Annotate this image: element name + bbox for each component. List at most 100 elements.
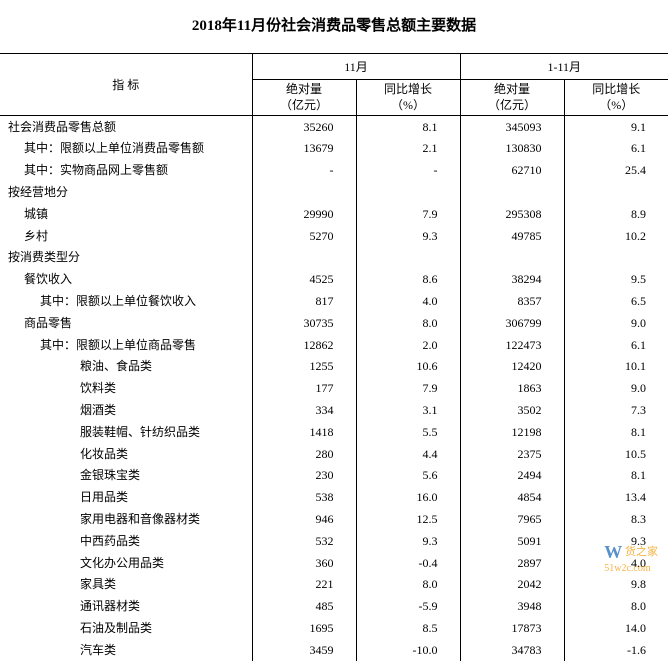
table-body: 社会消费品零售总额352608.13450939.1其中：限额以上单位消费品零售… <box>0 116 668 661</box>
table-row: 餐饮收入45258.6382949.5 <box>0 269 668 291</box>
table-row: 其中：实物商品网上零售额--6271025.4 <box>0 160 668 182</box>
cell-abs-nov: 29990 <box>252 203 356 225</box>
cell-abs-ytd: 130830 <box>460 138 564 160</box>
cell-yoy-nov: 8.5 <box>356 618 460 640</box>
cell-abs-ytd: 38294 <box>460 269 564 291</box>
cell-yoy-ytd: 10.1 <box>564 356 668 378</box>
table-row: 城镇299907.92953088.9 <box>0 203 668 225</box>
cell-abs-nov: 280 <box>252 443 356 465</box>
header-indicator: 指 标 <box>0 54 252 116</box>
cell-yoy-nov <box>356 182 460 204</box>
cell-abs-nov: 1418 <box>252 421 356 443</box>
cell-abs-ytd <box>460 247 564 269</box>
cell-abs-nov: 221 <box>252 574 356 596</box>
table-row: 文化办公用品类360-0.428974.0 <box>0 552 668 574</box>
table-row: 中西药品类5329.350919.3 <box>0 530 668 552</box>
cell-yoy-ytd: -1.6 <box>564 639 668 661</box>
cell-yoy-nov: 4.0 <box>356 291 460 313</box>
cell-yoy-ytd: 6.1 <box>564 138 668 160</box>
cell-abs-ytd: 8357 <box>460 291 564 313</box>
table-row: 汽车类3459-10.034783-1.6 <box>0 639 668 661</box>
row-label: 乡村 <box>0 225 252 247</box>
row-label: 中西药品类 <box>0 530 252 552</box>
cell-abs-nov: 817 <box>252 291 356 313</box>
cell-yoy-ytd: 8.1 <box>564 421 668 443</box>
table-row: 按消费类型分 <box>0 247 668 269</box>
cell-abs-nov: 334 <box>252 400 356 422</box>
row-label: 日用品类 <box>0 487 252 509</box>
table-row: 家具类2218.020429.8 <box>0 574 668 596</box>
cell-yoy-ytd: 9.8 <box>564 574 668 596</box>
cell-yoy-nov: 8.1 <box>356 116 460 138</box>
cell-yoy-ytd: 9.3 <box>564 530 668 552</box>
data-table: 指 标 11月 1-11月 绝对量 （亿元） 同比增长 （%） 绝对量 （亿元）… <box>0 53 668 661</box>
cell-yoy-ytd: 10.5 <box>564 443 668 465</box>
cell-abs-nov: 4525 <box>252 269 356 291</box>
cell-abs-ytd: 2042 <box>460 574 564 596</box>
header-abs-2: 绝对量 （亿元） <box>460 80 564 116</box>
row-label: 其中：限额以上单位餐饮收入 <box>0 291 252 313</box>
cell-abs-nov: 360 <box>252 552 356 574</box>
cell-yoy-nov: 8.0 <box>356 574 460 596</box>
row-label: 化妆品类 <box>0 443 252 465</box>
cell-yoy-nov: 16.0 <box>356 487 460 509</box>
cell-yoy-nov: 3.1 <box>356 400 460 422</box>
row-label: 饮料类 <box>0 378 252 400</box>
cell-yoy-ytd: 9.1 <box>564 116 668 138</box>
table-header: 指 标 11月 1-11月 绝对量 （亿元） 同比增长 （%） 绝对量 （亿元）… <box>0 54 668 116</box>
table-row: 其中：限额以上单位餐饮收入8174.083576.5 <box>0 291 668 313</box>
row-label: 家用电器和音像器材类 <box>0 509 252 531</box>
row-label: 其中：限额以上单位消费品零售额 <box>0 138 252 160</box>
cell-yoy-nov: 2.0 <box>356 334 460 356</box>
cell-yoy-nov: 5.5 <box>356 421 460 443</box>
cell-abs-ytd: 2897 <box>460 552 564 574</box>
cell-yoy-ytd: 7.3 <box>564 400 668 422</box>
cell-abs-ytd: 2494 <box>460 465 564 487</box>
cell-yoy-nov: -10.0 <box>356 639 460 661</box>
table-row: 通讯器材类485-5.939488.0 <box>0 596 668 618</box>
row-label: 其中：限额以上单位商品零售 <box>0 334 252 356</box>
cell-abs-ytd: 306799 <box>460 312 564 334</box>
cell-yoy-ytd: 9.0 <box>564 378 668 400</box>
cell-abs-ytd: 3502 <box>460 400 564 422</box>
cell-abs-ytd: 1863 <box>460 378 564 400</box>
cell-yoy-nov: 9.3 <box>356 530 460 552</box>
cell-yoy-ytd: 9.0 <box>564 312 668 334</box>
cell-yoy-ytd: 25.4 <box>564 160 668 182</box>
cell-abs-nov: 30735 <box>252 312 356 334</box>
cell-abs-ytd: 12420 <box>460 356 564 378</box>
cell-abs-ytd <box>460 182 564 204</box>
cell-abs-nov: 12862 <box>252 334 356 356</box>
cell-yoy-ytd: 14.0 <box>564 618 668 640</box>
cell-abs-nov: 946 <box>252 509 356 531</box>
cell-yoy-ytd: 8.0 <box>564 596 668 618</box>
cell-abs-nov: 13679 <box>252 138 356 160</box>
cell-yoy-ytd: 10.2 <box>564 225 668 247</box>
cell-yoy-ytd: 8.9 <box>564 203 668 225</box>
header-group-nov: 11月 <box>252 54 460 80</box>
cell-yoy-ytd: 9.5 <box>564 269 668 291</box>
cell-abs-ytd: 12198 <box>460 421 564 443</box>
row-label: 文化办公用品类 <box>0 552 252 574</box>
cell-yoy-nov: 10.6 <box>356 356 460 378</box>
row-label: 汽车类 <box>0 639 252 661</box>
table-row: 服装鞋帽、针纺织品类14185.5121988.1 <box>0 421 668 443</box>
table-row: 石油及制品类16958.51787314.0 <box>0 618 668 640</box>
cell-yoy-nov: 2.1 <box>356 138 460 160</box>
row-label: 社会消费品零售总额 <box>0 116 252 138</box>
cell-yoy-ytd <box>564 247 668 269</box>
cell-abs-ytd: 49785 <box>460 225 564 247</box>
cell-yoy-ytd: 13.4 <box>564 487 668 509</box>
cell-abs-ytd: 2375 <box>460 443 564 465</box>
cell-abs-nov: 1255 <box>252 356 356 378</box>
row-label: 城镇 <box>0 203 252 225</box>
header-abs-1: 绝对量 （亿元） <box>252 80 356 116</box>
cell-abs-nov: 5270 <box>252 225 356 247</box>
row-label: 烟酒类 <box>0 400 252 422</box>
table-row: 烟酒类3343.135027.3 <box>0 400 668 422</box>
cell-abs-nov: 177 <box>252 378 356 400</box>
cell-yoy-nov: 7.9 <box>356 203 460 225</box>
cell-yoy-nov: - <box>356 160 460 182</box>
cell-abs-nov: 538 <box>252 487 356 509</box>
cell-abs-ytd: 7965 <box>460 509 564 531</box>
